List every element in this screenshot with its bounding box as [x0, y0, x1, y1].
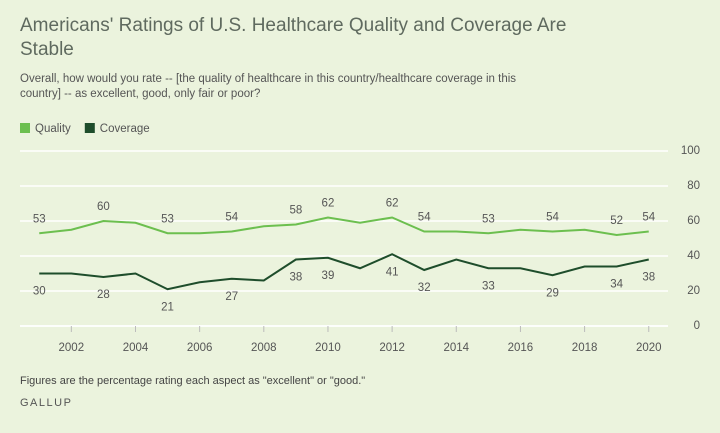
- data-label: 54: [642, 212, 655, 224]
- data-label: 39: [322, 270, 335, 282]
- data-label: 53: [33, 213, 46, 225]
- y-tick-label: 80: [687, 180, 700, 192]
- data-label: 54: [225, 212, 238, 224]
- data-label: 62: [386, 198, 399, 210]
- data-label: 29: [546, 287, 559, 299]
- y-tick-label: 0: [694, 320, 700, 332]
- data-label: 33: [482, 280, 495, 292]
- legend-swatch: [84, 123, 95, 133]
- x-tick-label: 2006: [187, 342, 213, 354]
- x-tick-label: 2014: [443, 342, 469, 354]
- x-tick-label: 2012: [379, 342, 405, 354]
- chart-source: GALLUP: [20, 397, 73, 409]
- chart-note: Figures are the percentage rating each a…: [20, 375, 366, 387]
- data-label: 28: [97, 289, 110, 301]
- x-tick-label: 2002: [59, 342, 85, 354]
- chart: Quality Coverage 0 20 40 60 80 100 2002 2004 2006 2…: [20, 123, 700, 354]
- data-label: 27: [225, 291, 238, 303]
- series-line: [39, 216, 649, 237]
- data-label: 62: [322, 198, 335, 210]
- data-label: 38: [289, 272, 302, 284]
- data-label: 30: [33, 286, 46, 298]
- x-tick-label: 2010: [315, 342, 341, 354]
- y-tick-label: 40: [687, 250, 700, 262]
- data-label: 54: [418, 212, 431, 224]
- data-label: 60: [97, 201, 110, 213]
- data-label: 34: [610, 279, 623, 291]
- x-tick-label: 2018: [572, 342, 598, 354]
- data-label: 38: [642, 272, 655, 284]
- chart-subtitle: Overall, how would you rate -- [the qual…: [20, 73, 517, 100]
- data-label: 54: [546, 212, 559, 224]
- series-line: [39, 253, 649, 291]
- data-label: 32: [418, 282, 431, 294]
- data-label: 53: [482, 213, 495, 225]
- chart-title: Americans' Ratings of U.S. Healthcare Qu…: [20, 15, 567, 60]
- x-tick-label: 2004: [123, 342, 149, 354]
- legend-label: Coverage: [100, 123, 150, 135]
- x-tick-label: 2020: [636, 342, 662, 354]
- y-tick-label: 60: [687, 215, 700, 227]
- data-label: 52: [610, 215, 623, 227]
- y-tick-label: 100: [681, 145, 700, 157]
- data-label: 53: [161, 213, 174, 225]
- data-label: 58: [289, 205, 302, 217]
- legend-swatch: [20, 123, 30, 133]
- x-tick-label: 2008: [251, 342, 277, 354]
- legend-label: Quality: [35, 123, 71, 135]
- x-tick-label: 2016: [508, 342, 534, 354]
- data-label: 21: [161, 301, 174, 313]
- data-label: 41: [386, 266, 399, 278]
- y-tick-label: 20: [687, 285, 700, 297]
